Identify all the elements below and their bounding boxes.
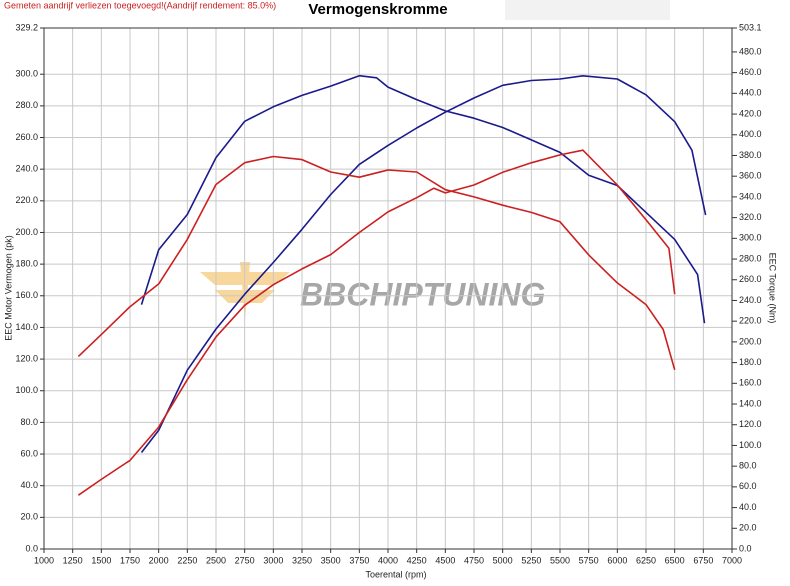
y2-tick-label: 0.0: [739, 543, 752, 553]
chart-title: Vermogenskromme: [308, 1, 447, 18]
line: [77, 149, 676, 496]
y2-tick-label: 180.0: [739, 357, 762, 367]
watermark: BBCHIPTUNING: [300, 276, 545, 312]
plot-frame: [43, 27, 733, 550]
x-tick-label: 2500: [206, 555, 226, 565]
y-tick-label: 200.0: [15, 227, 38, 237]
y2-tick-label: 60.0: [739, 481, 757, 491]
y2-tick-label: 380.0: [739, 150, 762, 160]
x-tick-label: 4750: [464, 555, 484, 565]
y-tick-label: 40.0: [20, 480, 38, 490]
y-tick-label: 160.0: [15, 290, 38, 300]
x-tick-label: 7000: [722, 555, 742, 565]
y2-tick-label: 440.0: [739, 88, 762, 98]
x-axis-label: Toerental (rpm): [365, 569, 426, 579]
y2-tick-label: 503.1: [739, 22, 762, 32]
x-tick-label: 3500: [321, 555, 341, 565]
line: [140, 74, 706, 324]
y-tick-label: 329.2: [15, 22, 38, 32]
y-tick-label: 0.0: [25, 543, 38, 553]
x-tick-label: 3250: [292, 555, 312, 565]
y-tick-label: 220.0: [15, 195, 38, 205]
y-tick-label: 280.0: [15, 100, 38, 110]
x-tick-label: 6750: [693, 555, 713, 565]
y2-tick-label: 200.0: [739, 336, 762, 346]
y2-tick-label: 140.0: [739, 398, 762, 408]
y2-axis-label: EEC Torque (Nm): [768, 253, 778, 324]
y2-tick-label: 220.0: [739, 316, 762, 326]
x-tick-label: 1250: [63, 555, 83, 565]
x-tick-label: 5000: [493, 555, 513, 565]
x-tick-label: 4000: [378, 555, 398, 565]
y-axis-label: EEC Motor Vermogen (pk): [3, 235, 13, 341]
x-tick-label: 1500: [91, 555, 111, 565]
y2-tick-label: 400.0: [739, 129, 762, 139]
y2-tick-label: 300.0: [739, 233, 762, 243]
x-tick-label: 1750: [120, 555, 140, 565]
y2-tick-label: 420.0: [739, 108, 762, 118]
y2-tick-label: 80.0: [739, 461, 757, 471]
header-box: [505, 0, 670, 20]
x-tick-label: 2000: [149, 555, 169, 565]
note: Gemeten aandrijf verliezen toegevoegd!(A…: [4, 0, 276, 10]
line: [140, 75, 707, 453]
x-tick-label: 6250: [636, 555, 656, 565]
x-tick-label: 6500: [665, 555, 685, 565]
y-tick-label: 60.0: [20, 448, 38, 458]
y2-tick-label: 340.0: [739, 191, 762, 201]
y2-tick-label: 260.0: [739, 274, 762, 284]
y2-tick-label: 320.0: [739, 212, 762, 222]
y2-tick-label: 240.0: [739, 295, 762, 305]
y-tick-label: 140.0: [15, 322, 38, 332]
x-tick-label: 5250: [521, 555, 541, 565]
x-tick-label: 5500: [550, 555, 570, 565]
x-tick-label: 4250: [407, 555, 427, 565]
y2-tick-label: 360.0: [739, 171, 762, 181]
x-tick-label: 1000: [34, 555, 54, 565]
x-tick-label: 3750: [349, 555, 369, 565]
x-tick-label: 2750: [235, 555, 255, 565]
y-tick-label: 120.0: [15, 353, 38, 363]
y-tick-label: 260.0: [15, 132, 38, 142]
x-tick-label: 5750: [579, 555, 599, 565]
y-tick-label: 240.0: [15, 164, 38, 174]
y2-tick-label: 160.0: [739, 378, 762, 388]
y2-tick-label: 120.0: [739, 419, 762, 429]
y2-tick-label: 20.0: [739, 523, 757, 533]
y2-tick-label: 480.0: [739, 46, 762, 56]
y-tick-label: 300.0: [15, 69, 38, 79]
y2-tick-label: 100.0: [739, 440, 762, 450]
x-tick-label: 4500: [435, 555, 455, 565]
y2-tick-label: 280.0: [739, 253, 762, 263]
y2-tick-label: 40.0: [739, 502, 757, 512]
x-tick-label: 2250: [177, 555, 197, 565]
y-tick-label: 20.0: [20, 512, 38, 522]
y-tick-label: 180.0: [15, 259, 38, 269]
y2-tick-label: 460.0: [739, 67, 762, 77]
x-tick-label: 6000: [607, 555, 627, 565]
y-tick-label: 100.0: [15, 385, 38, 395]
y-tick-label: 80.0: [20, 417, 38, 427]
x-tick-label: 3000: [263, 555, 283, 565]
line: [77, 155, 676, 371]
